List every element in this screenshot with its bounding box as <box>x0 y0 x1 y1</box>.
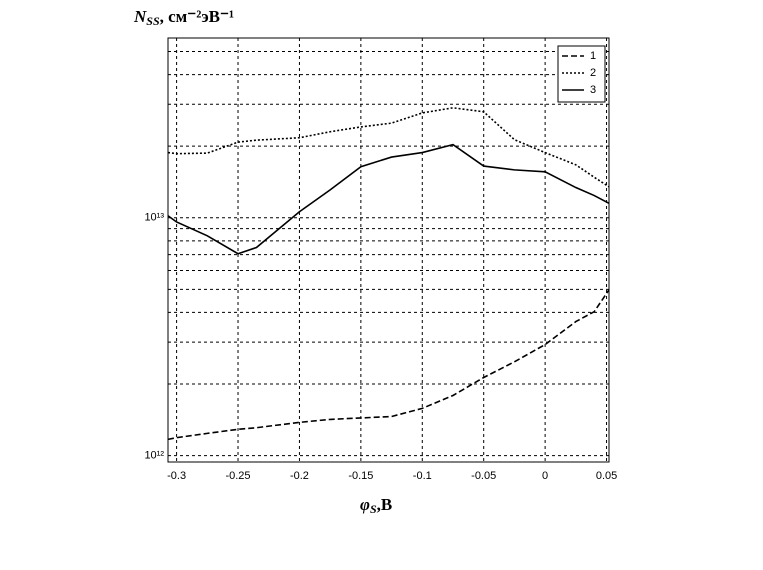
plot-frame <box>167 37 610 463</box>
x-label-unit: ,В <box>377 495 393 514</box>
legend-label: 1 <box>590 50 596 62</box>
x-tick-label: -0.05 <box>471 470 496 482</box>
series-line <box>167 106 610 188</box>
y-axis-label: NSS, см⁻²эВ⁻¹ <box>133 7 234 28</box>
x-tick-label: -0.15 <box>348 470 373 482</box>
y-label-unit: , см⁻²эВ⁻¹ <box>160 7 234 26</box>
x-tick-label: -0.1 <box>413 470 432 482</box>
series-line <box>167 289 610 441</box>
x-label-sub: S <box>370 502 377 516</box>
legend-box <box>557 45 606 103</box>
x-label-symbol: φ <box>360 495 370 514</box>
x-tick-label: -0.2 <box>290 470 309 482</box>
y-label-sub: SS <box>146 14 160 28</box>
x-axis-label: φS,В <box>360 495 392 516</box>
legend-label: 2 <box>590 67 596 79</box>
x-tick-label: -0.3 <box>167 470 186 482</box>
y-tick-label: 10¹³ <box>144 212 164 224</box>
y-tick-label: 10¹² <box>144 450 164 462</box>
legend-label: 3 <box>590 84 596 96</box>
series-line <box>167 143 610 255</box>
y-label-symbol: N <box>133 7 147 26</box>
x-tick-label: -0.25 <box>225 470 250 482</box>
x-tick-label: 0 <box>542 470 548 482</box>
x-tick-label: 0.05 <box>596 470 617 482</box>
